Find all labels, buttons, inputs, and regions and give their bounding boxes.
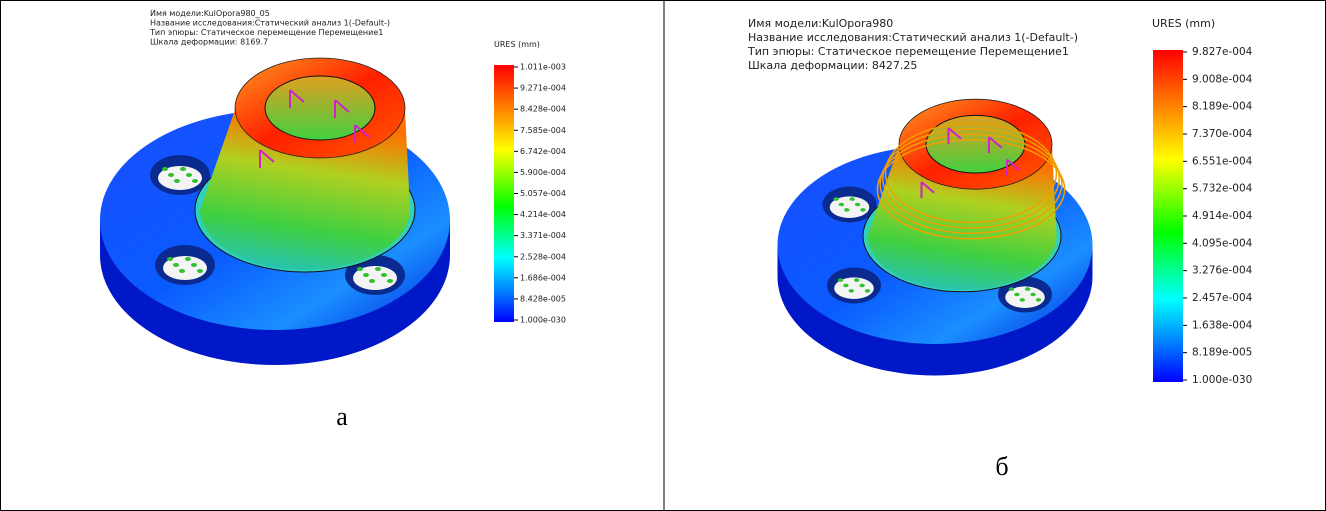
header-line: Имя модели:KulOpora980 [748, 17, 893, 30]
fixture-marker [197, 269, 203, 273]
color-bar [494, 65, 514, 322]
legend-label: 9.008e-004 [1192, 73, 1253, 85]
fixture-marker [833, 197, 838, 201]
fixture-marker [865, 289, 870, 293]
header-line: Имя модели:KulOpora980_05 [150, 9, 270, 18]
legend-label: 6.551e-004 [1192, 155, 1253, 167]
legend-label: 8.189e-005 [1192, 347, 1252, 359]
header-line: Шкала деформации: 8169.7 [150, 38, 268, 47]
legend-label: 3.371e-004 [520, 231, 566, 240]
legend-label: 9.271e-004 [520, 84, 566, 93]
fixture-marker [167, 257, 173, 261]
legend-label: 5.900e-004 [520, 168, 566, 177]
legend-label: 1.011e-003 [520, 63, 566, 72]
fixture-marker [185, 257, 191, 261]
fixture-marker [1020, 298, 1025, 302]
fixture-marker [1036, 298, 1041, 302]
legend-label: 1.000e-030 [1192, 374, 1252, 386]
legend-label: 7.585e-004 [520, 126, 566, 135]
fixture-marker [381, 273, 387, 277]
legend-label: 6.742e-004 [520, 147, 566, 156]
header-line: Шкала деформации: 8427.25 [748, 59, 917, 72]
fixture-marker [854, 278, 859, 282]
fixture-marker [192, 179, 198, 183]
fixture-marker [168, 173, 174, 177]
legend-label: 8.189e-004 [1192, 101, 1253, 113]
fixture-marker [1025, 287, 1030, 291]
fixture-marker [860, 208, 865, 212]
fixture-marker [387, 279, 393, 283]
fixture-marker [839, 203, 844, 207]
legend-label: 2.457e-004 [1192, 292, 1253, 304]
fixture-marker [191, 263, 197, 267]
legend-label: 4.095e-004 [1192, 237, 1253, 249]
fixture-marker [363, 273, 369, 277]
fixture-marker [859, 284, 864, 288]
legend-label: 9.827e-004 [1192, 46, 1253, 58]
legend-label: 1.638e-004 [1192, 319, 1253, 331]
figure-canvas: Имя модели:KulOpora980_05Название исслед… [0, 0, 1326, 511]
legend-label: 3.276e-004 [1192, 265, 1253, 277]
legend-label: 8.428e-004 [520, 105, 566, 114]
fixture-marker [849, 289, 854, 293]
fixture-marker [357, 267, 363, 271]
fixture-marker [843, 284, 848, 288]
legend-label: 5.057e-004 [520, 189, 566, 198]
fixture-marker [180, 167, 186, 171]
fixture-marker [850, 197, 855, 201]
legend-label: 8.428e-005 [520, 294, 566, 303]
fixture-marker [1030, 293, 1035, 297]
figure: Имя модели:KulOpora980_05Название исслед… [0, 0, 1326, 511]
header-line: Название исследования:Статический анализ… [748, 31, 1078, 44]
caption: б [995, 452, 1008, 481]
fixture-marker [173, 263, 179, 267]
header-line: Тип эпюры: Статическое перемещение Перем… [149, 28, 383, 37]
fixture-marker [838, 278, 843, 282]
legend-label: 1.686e-004 [520, 273, 566, 282]
fixture-marker [174, 179, 180, 183]
legend-label: 5.732e-004 [1192, 183, 1253, 195]
fixture-marker [186, 173, 192, 177]
fixture-marker [855, 203, 860, 207]
fixture-marker [375, 267, 381, 271]
boss-hole [265, 76, 375, 140]
fixture-marker [844, 208, 849, 212]
fixture-marker [1009, 287, 1014, 291]
color-bar [1153, 50, 1183, 382]
legend-label: 2.528e-004 [520, 252, 566, 261]
fixture-marker [369, 279, 375, 283]
legend-title: URES (mm) [1152, 17, 1215, 30]
fixture-marker [162, 167, 168, 171]
header-line: Название исследования:Статический анализ… [150, 19, 390, 28]
fixture-marker [1014, 293, 1019, 297]
legend-label: 4.914e-004 [1192, 210, 1253, 222]
fixture-marker [179, 269, 185, 273]
caption: а [336, 402, 348, 431]
legend-label: 7.370e-004 [1192, 128, 1253, 140]
header-line: Тип эпюры: Статическое перемещение Перем… [747, 45, 1069, 58]
legend-title: URES (mm) [494, 40, 540, 49]
legend-label: 1.000e-030 [520, 316, 566, 325]
legend-label: 4.214e-004 [520, 210, 566, 219]
